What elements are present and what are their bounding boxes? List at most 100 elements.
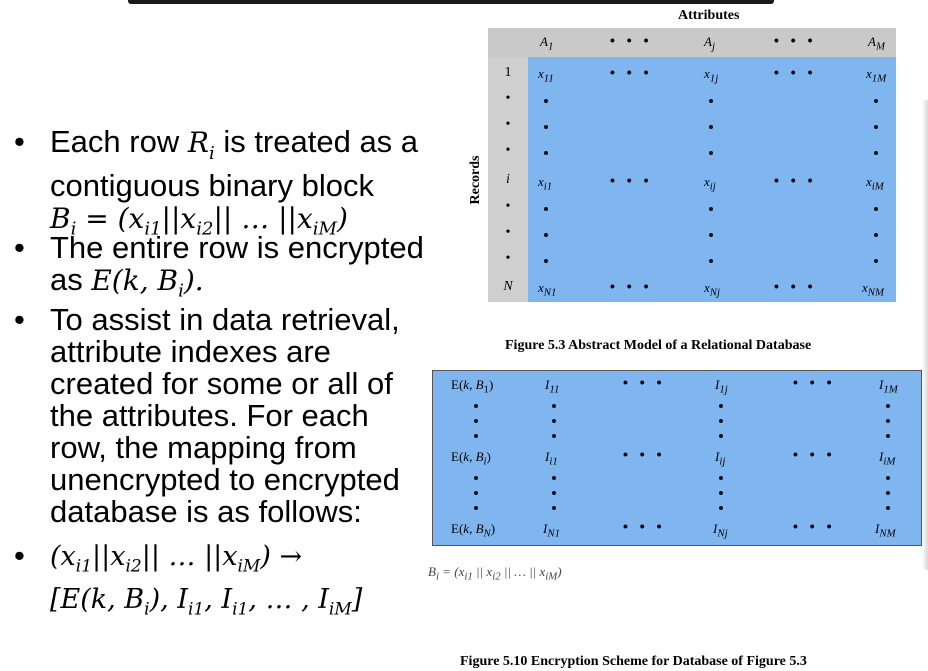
bullet-mapping: • (xi1||xi2|| … ||xiM) → [E(k, Bi), Ii1,…	[14, 540, 362, 627]
index-ellipsis: • • •	[623, 446, 666, 462]
index-i1m: I1M	[879, 377, 898, 396]
vertical-dot	[552, 506, 556, 510]
header-aj: Aj	[704, 34, 715, 53]
cell-x1j: x1j	[704, 66, 719, 85]
cell-xim: xiM	[866, 174, 884, 193]
relational-db-grid: A1 • • • Aj • • • AM 1 • • • i • • • N x…	[488, 28, 896, 302]
bullet-row-block: • Each row Ri is treated as a contiguous…	[14, 124, 434, 246]
vertical-dot	[709, 99, 713, 103]
vertical-dot	[886, 419, 890, 423]
index-inj: INj	[713, 521, 728, 540]
vertical-dot	[886, 404, 890, 408]
vertical-dot	[709, 151, 713, 155]
cell-xnj: xNj	[704, 280, 721, 299]
vertical-dot	[544, 99, 548, 103]
vertical-dot	[552, 419, 556, 423]
row-label: •	[505, 91, 511, 106]
vertical-dot	[552, 491, 556, 495]
vertical-dot	[719, 434, 723, 438]
attributes-title: Attributes	[678, 8, 740, 23]
encryption-scheme-grid: E(k, B1) I11 • • • I1j • • • I1M E(k, Bi…	[432, 370, 922, 546]
header-ellipsis: • • •	[774, 32, 817, 48]
bullet1-post: is treated as a contiguous binary block	[50, 124, 419, 204]
vertical-dot	[886, 506, 890, 510]
ekb-row-i: E(k, Bi)	[451, 449, 491, 468]
vertical-dot	[544, 233, 548, 237]
bullet-glyph: •	[14, 538, 25, 573]
index-i1j: I1j	[715, 377, 728, 396]
index-i11: I11	[545, 377, 560, 396]
cell-ellipsis: • • •	[610, 172, 653, 188]
cell-xij: xij	[704, 174, 716, 193]
vertical-dot	[544, 151, 548, 155]
bullet-indexes: • To assist in data retrieval, attribute…	[14, 304, 434, 528]
bullet1-math-r-sub: i	[208, 143, 215, 165]
vertical-dot	[886, 491, 890, 495]
vertical-dot	[719, 506, 723, 510]
index-ellipsis: • • •	[793, 518, 836, 534]
bullet-encrypt: • The entire row is encrypted as E(k, Bi…	[14, 232, 434, 308]
vertical-dot	[709, 259, 713, 263]
index-ellipsis: • • •	[623, 374, 666, 390]
window-top-bar	[128, 0, 774, 4]
ekb-row-1: E(k, B1)	[451, 377, 494, 396]
cell-xnm: xNM	[862, 280, 885, 299]
bullet-glyph: •	[14, 124, 25, 159]
row-label: •	[505, 143, 511, 158]
vertical-dot	[474, 506, 478, 510]
bullet1-math-r: R	[187, 126, 209, 159]
vertical-dot	[886, 476, 890, 480]
index-ii1: Ii1	[545, 449, 558, 468]
vertical-dot	[552, 434, 556, 438]
vertical-dot	[709, 207, 713, 211]
bullet2-math: E(k, Bi).	[91, 264, 204, 302]
vertical-dot	[719, 419, 723, 423]
vertical-dot	[719, 476, 723, 480]
index-ellipsis: • • •	[793, 446, 836, 462]
vertical-dot	[709, 233, 713, 237]
index-ellipsis: • • •	[623, 518, 666, 534]
vertical-dot	[544, 259, 548, 263]
index-inm: INM	[875, 521, 896, 540]
cell-x11: x11	[538, 66, 554, 85]
header-ellipsis: • • •	[610, 32, 653, 48]
row-label: •	[505, 199, 511, 214]
bi-definition: Bi = (xi1 || xi2 || … || xiM)	[428, 564, 562, 583]
bullet-glyph: •	[14, 302, 25, 337]
vertical-dot	[874, 233, 878, 237]
index-in1: IN1	[543, 521, 560, 540]
bullet1-math-b: Bi = (xi1||xi2|| … ||xiM)	[50, 202, 348, 240]
row-label: i	[506, 172, 510, 187]
cell-ellipsis: • • •	[610, 278, 653, 294]
vertical-dot	[552, 404, 556, 408]
vertical-dot	[886, 434, 890, 438]
bullet1-pre: Each row	[50, 124, 188, 159]
cell-ellipsis: • • •	[610, 64, 653, 80]
header-a1: A1	[540, 34, 554, 53]
vertical-dot	[874, 151, 878, 155]
vertical-dot	[874, 99, 878, 103]
vertical-dot	[474, 491, 478, 495]
header-am: AM	[868, 34, 885, 53]
record-index-column	[488, 57, 528, 302]
cell-ellipsis: • • •	[774, 64, 817, 80]
cell-xi1: xi1	[538, 174, 553, 193]
index-ellipsis: • • •	[793, 374, 836, 390]
vertical-dot	[544, 207, 548, 211]
index-iij: Iij	[715, 449, 726, 468]
vertical-dot	[474, 419, 478, 423]
vertical-dot	[874, 125, 878, 129]
vertical-dot	[474, 404, 478, 408]
row-label: N	[503, 279, 513, 294]
bullet-glyph: •	[14, 230, 25, 265]
row-label: •	[505, 251, 511, 266]
mapping-line-1: (xi1||xi2|| … ||xiM) →	[50, 541, 303, 577]
vertical-dot	[474, 476, 478, 480]
ekb-row-n: E(k, BN)	[451, 521, 496, 540]
cell-ellipsis: • • •	[774, 172, 817, 188]
vertical-dot	[544, 125, 548, 129]
vertical-dot	[552, 476, 556, 480]
records-label: Records	[468, 155, 483, 205]
row-label: 1	[504, 65, 512, 80]
vertical-dot	[874, 207, 878, 211]
